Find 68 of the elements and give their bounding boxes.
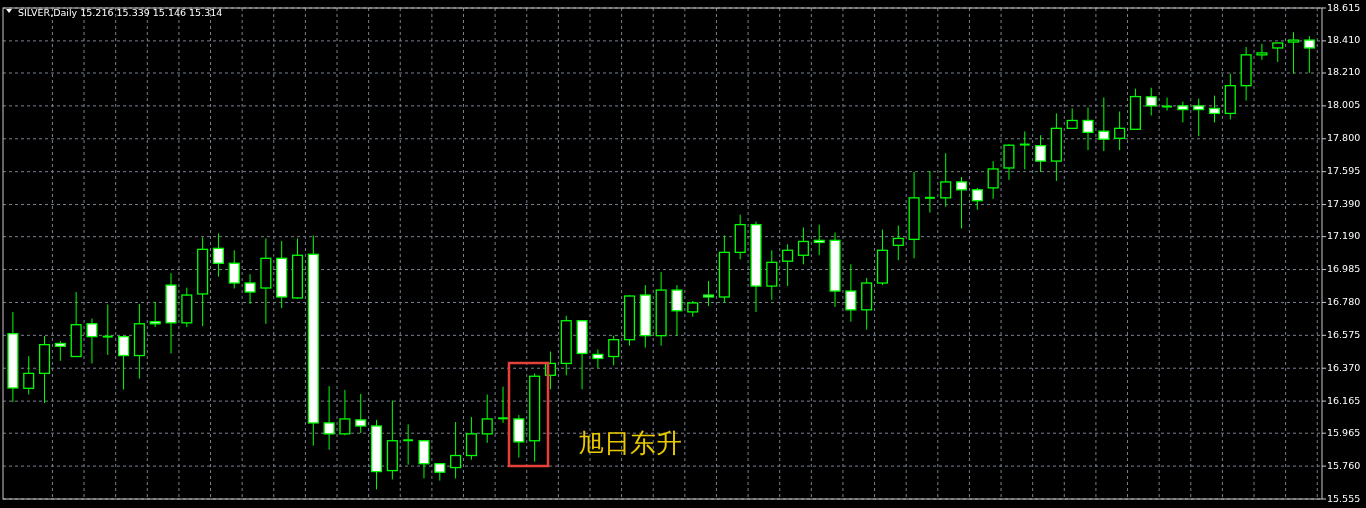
candlestick — [608, 335, 620, 366]
annotation: 旭日东升 — [578, 428, 682, 458]
candlestick — [703, 280, 715, 307]
candlestick — [592, 349, 604, 369]
candlestick — [339, 389, 351, 436]
candlestick — [1114, 111, 1126, 151]
y-tick-label: 16.370 — [1327, 361, 1361, 373]
y-tick-label: 17.390 — [1327, 198, 1361, 210]
candlestick — [971, 187, 983, 211]
y-tick-label: 17.595 — [1327, 165, 1361, 177]
candlestick — [118, 335, 130, 391]
y-tick-label: 16.985 — [1327, 263, 1361, 275]
candlestick — [1303, 35, 1315, 74]
y-tick-label: 18.005 — [1327, 99, 1361, 111]
candlestick — [244, 273, 256, 305]
candlestick — [1272, 42, 1284, 63]
candlestick — [782, 243, 794, 287]
candlestick — [1177, 101, 1189, 123]
candlestick — [1287, 31, 1300, 75]
y-tick-label: 18.210 — [1327, 66, 1361, 78]
candlestick — [892, 225, 904, 261]
y-tick-label: 17.800 — [1327, 132, 1361, 144]
candlestick — [481, 394, 493, 444]
candlestick — [1193, 98, 1205, 137]
candlestick — [212, 232, 224, 278]
chart-title: SILVER,Daily 15.216 15.339 15.146 15.314 — [18, 7, 223, 18]
candlestick — [924, 170, 936, 214]
y-tick-label: 15.760 — [1327, 459, 1361, 471]
candlestick — [940, 152, 952, 208]
candlestick — [797, 227, 809, 265]
candlestick — [845, 263, 857, 323]
y-tick-label: 18.615 — [1327, 1, 1361, 13]
candlestick — [766, 249, 778, 301]
candlestick — [1082, 106, 1094, 151]
candlestick — [955, 176, 968, 229]
candlestick — [497, 386, 509, 424]
candlestick — [465, 416, 477, 461]
candlestick — [1161, 97, 1173, 112]
candlestick — [323, 385, 335, 451]
candlestick — [1035, 134, 1047, 173]
candlestick — [513, 414, 525, 459]
y-tick-label: 18.410 — [1327, 34, 1361, 46]
candlestick — [1145, 87, 1157, 117]
candlestick — [418, 440, 430, 479]
candlestick — [1066, 107, 1078, 129]
candlestick — [228, 249, 240, 289]
candlestick — [1098, 97, 1110, 152]
candlestick — [402, 423, 415, 466]
candlestick — [23, 355, 35, 396]
y-tick-label: 15.965 — [1327, 426, 1361, 438]
candlestick — [450, 421, 462, 479]
y-tick-label: 15.555 — [1327, 492, 1361, 504]
candlestick — [813, 224, 825, 256]
y-tick-label: 16.165 — [1327, 394, 1361, 406]
y-tick-label: 16.780 — [1327, 295, 1361, 307]
candlestick — [671, 284, 683, 337]
candlestick — [86, 317, 98, 364]
candlestick — [54, 340, 66, 362]
y-tick-label: 16.575 — [1327, 328, 1361, 340]
candlestick — [1256, 43, 1268, 61]
candlestick — [1003, 143, 1015, 181]
candlestick — [987, 160, 999, 200]
candlestick — [101, 304, 114, 356]
candlestick — [1018, 130, 1031, 170]
y-tick-label: 17.190 — [1327, 230, 1361, 242]
candlestick — [355, 393, 367, 434]
candlestick — [1208, 95, 1221, 123]
candlestick — [149, 301, 161, 328]
